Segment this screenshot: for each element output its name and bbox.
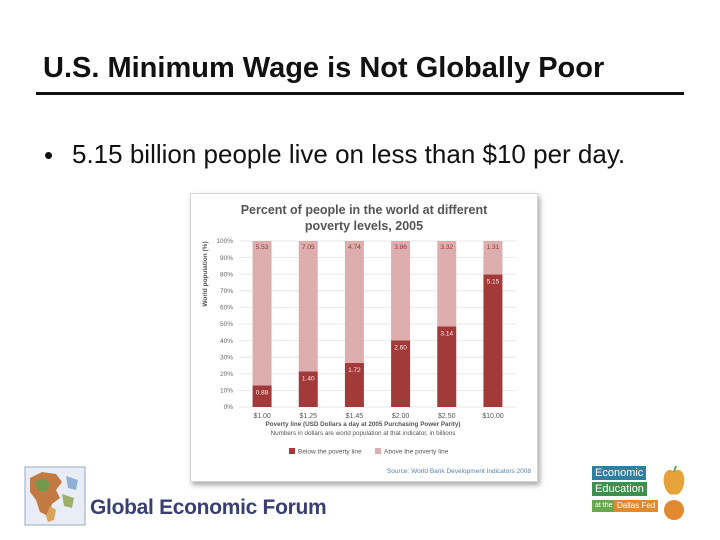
y-tick-label: 80% <box>220 271 233 278</box>
y-tick-label: 20% <box>220 371 233 378</box>
bar-above-poverty <box>391 241 411 341</box>
y-tick-label: 40% <box>220 338 233 345</box>
bar-below-poverty <box>391 340 411 407</box>
data-label-below: 2.60 <box>394 344 407 351</box>
legend-swatch <box>289 448 295 454</box>
y-tick-label: 30% <box>220 354 233 361</box>
data-label-below: 0.88 <box>256 389 269 396</box>
economic-education-logo: Economic Education at the Dallas Fed <box>590 462 690 528</box>
x-tick-label: $1.25 <box>299 413 317 420</box>
legend-label: Above the poverty line <box>384 449 449 456</box>
bar-below-poverty <box>483 274 503 407</box>
chart-title-line-2: poverty levels, 2005 <box>305 219 423 233</box>
data-label-above: 5.53 <box>256 244 269 251</box>
y-tick-label: 60% <box>220 305 233 312</box>
x-tick-labels: $1.00 $1.25 $1.45 $2.00 $2.50 $10.00 <box>253 413 503 420</box>
bar-below-poverty <box>437 326 457 407</box>
x-tick-label: $1.00 <box>253 413 271 420</box>
bar-above-poverty <box>252 241 272 386</box>
data-label-above: 3.86 <box>394 244 407 251</box>
bar-below-poverty <box>344 362 364 407</box>
globe-logo-icon <box>24 466 86 526</box>
bar-above-poverty <box>483 241 503 275</box>
chart-grid <box>239 240 516 408</box>
logo-line-1: Economic <box>592 466 647 480</box>
title-divider <box>36 92 684 95</box>
data-label-below: 1.40 <box>302 375 315 382</box>
y-tick-label: 50% <box>220 321 233 328</box>
data-label-above: 3.32 <box>440 244 453 251</box>
y-tick-label: 90% <box>220 255 233 262</box>
y-tick-label: 0% <box>224 404 234 411</box>
bar-above-poverty <box>344 241 364 363</box>
y-tick-label: 70% <box>220 288 233 295</box>
data-label-above: 4.74 <box>348 244 361 251</box>
logo-line-2: Education <box>592 482 647 496</box>
apple-icon <box>663 465 685 520</box>
y-axis-label: World population (%) <box>202 241 209 306</box>
data-label-above: 7.05 <box>302 244 315 251</box>
chart-frame: Percent of people in the world at differ… <box>190 193 538 482</box>
data-label-below: 1.72 <box>348 367 361 374</box>
bar-above-poverty <box>298 241 318 372</box>
slide-title: U.S. Minimum Wage is Not Globally Poor <box>43 52 605 84</box>
logo-line-3: at the <box>592 500 616 512</box>
chart-legend: Below the poverty line Above the poverty … <box>289 448 449 456</box>
x-axis-label: Poverty line (USD Dollars a day at 2005 … <box>266 421 461 428</box>
bar-below-poverty <box>298 371 318 407</box>
x-axis-note: Numbers in dollars are world population … <box>271 430 456 437</box>
poverty-chart: Percent of people in the world at differ… <box>202 203 531 475</box>
x-tick-label: $2.00 <box>392 413 410 420</box>
data-label-above: 1.31 <box>487 244 500 251</box>
chart-title-line-1: Percent of people in the world at differ… <box>241 203 488 217</box>
bullet-icon: • <box>44 140 54 170</box>
bullet-text: 5.15 billion people live on less than $1… <box>72 139 626 169</box>
bar-below-poverty <box>252 385 272 407</box>
footer-logo-text: Global Economic Forum <box>90 496 327 519</box>
bar-above-poverty <box>437 241 457 327</box>
x-tick-label: $1.45 <box>346 413 364 420</box>
legend-label: Below the poverty line <box>298 449 362 456</box>
chart-bars: 5.53 0.88 7.05 1.40 4.74 1.72 3.86 2.60 3.32 3.14… <box>252 241 503 407</box>
y-tick-label: 10% <box>220 388 233 395</box>
legend-swatch <box>375 448 381 454</box>
data-label-below: 5.15 <box>487 279 500 286</box>
x-tick-label: $2.50 <box>438 413 456 420</box>
logo-line-4: Dallas Fed <box>614 500 659 512</box>
x-tick-label: $10.00 <box>482 413 504 420</box>
y-tick-label: 100% <box>216 238 233 245</box>
y-tick-labels: 0% 10% 20% 30% 40% 50% 60% 70% 80% 90% 100% <box>216 238 233 411</box>
data-label-below: 3.14 <box>440 330 453 337</box>
chart-source: Source: World Bank Development Indicator… <box>387 468 531 475</box>
